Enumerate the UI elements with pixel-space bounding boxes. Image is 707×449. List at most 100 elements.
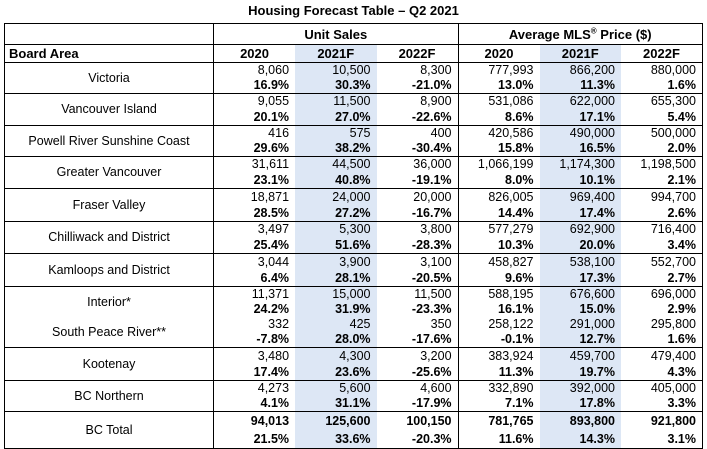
value-cell: 692,900 xyxy=(539,221,621,237)
value-cell: 866,200 xyxy=(539,62,621,78)
value-cell: 622,000 xyxy=(539,93,621,109)
value-cell: 531,086 xyxy=(458,93,540,109)
value-cell: 350 xyxy=(376,317,459,332)
percent-cell: -28.3% xyxy=(376,237,459,254)
value-cell: 332,890 xyxy=(458,380,540,396)
percent-cell: 15.0% xyxy=(539,302,621,317)
table-row: Chilliwack and District 3,497 5,300 3,800 57… xyxy=(3,221,703,254)
percent-cell: 2.6% xyxy=(620,205,703,222)
percent-cell: 6.4% xyxy=(260,270,290,285)
housing-forecast-table: Unit Sales Average MLS® Price ($) Board … xyxy=(3,23,704,449)
table-row-pct: 20.1% 27.0% -22.6% 8.6% 17.1% 5.4% xyxy=(5,109,703,126)
percent-cell: 27.0% xyxy=(295,109,377,126)
avg-price-suffix: Price ($) xyxy=(596,26,652,42)
value-cell: 1,198,500 xyxy=(620,156,703,172)
value-cell: 416 xyxy=(213,125,296,141)
col-header-sales-2020: 2020 xyxy=(213,44,296,63)
percent-cell: 33.6% xyxy=(295,430,377,449)
table-row-pct: 21.5% 33.6% -20.3% 11.6% 14.3% 3.1% xyxy=(5,430,703,449)
value-cell: 3,100 xyxy=(376,253,459,270)
value-cell: 3,900 xyxy=(295,253,377,270)
table-title: Housing Forecast Table – Q2 2021 xyxy=(248,3,459,18)
percent-cell: 17.8% xyxy=(539,396,621,412)
value-cell: 1,174,300 xyxy=(539,156,621,172)
percent-cell: 3.1% xyxy=(620,430,703,449)
percent-cell: 19.7% xyxy=(539,364,621,381)
value-cell: 332 xyxy=(268,317,290,331)
percent-cell: 40.8% xyxy=(295,172,377,189)
value-cell: 921,800 xyxy=(620,411,703,430)
percent-cell: 7.1% xyxy=(505,396,534,410)
value-cell: 479,400 xyxy=(620,347,703,364)
board-area-name: South Peace River** xyxy=(3,317,215,348)
table-row: Greater Vancouver 31,611 44,500 36,000 1,066… xyxy=(3,156,703,189)
table-row-pct: 23.1% 40.8% -19.1% 8.0% 10.1% 2.1% xyxy=(5,172,703,189)
percent-cell: 11.6% xyxy=(458,430,540,449)
value-cell: 458,827 xyxy=(458,253,540,270)
percent-cell: 28.1% xyxy=(295,270,377,287)
percent-cell: 38.2% xyxy=(295,141,377,157)
percent-cell: 16.1% xyxy=(498,302,534,316)
table-row-pct: 24.2% 31.9% -23.3% 16.1% 15.0% 2.9% xyxy=(5,302,703,317)
percent-cell: 9.6% xyxy=(505,270,534,285)
value-cell: 577,279 xyxy=(458,221,540,237)
value-cell: 4,300 xyxy=(295,347,377,364)
value-cell: 3,044 xyxy=(213,253,296,270)
value-cell: 125,600 xyxy=(295,411,377,430)
board-area-name: BC Northern xyxy=(3,380,215,412)
value-cell: 392,000 xyxy=(539,380,621,396)
board-area-name: Kootenay xyxy=(3,347,215,381)
value-cell: 258,122 xyxy=(488,317,534,331)
value-cell: 11,500 xyxy=(295,93,377,109)
percent-cell: 4.1% xyxy=(260,396,290,410)
percent-cell: -17.9% xyxy=(376,396,459,412)
percent-cell: 16.9% xyxy=(253,78,290,92)
value-cell: 8,900 xyxy=(376,93,459,109)
percent-cell: 23.1% xyxy=(253,172,290,187)
value-cell: 94,013 xyxy=(213,411,296,430)
percent-cell: 13.0% xyxy=(498,78,534,92)
value-cell: 425 xyxy=(295,317,377,332)
value-cell: 459,700 xyxy=(539,347,621,364)
table-row: Kootenay 3,480 4,300 3,200 383,924 459,700 479… xyxy=(3,347,703,381)
table-row-pct: 16.9% 30.3% -21.0% 13.0% 11.3% 1.6% xyxy=(5,78,703,94)
board-area-name: Interior* xyxy=(3,286,215,317)
percent-cell: 23.6% xyxy=(295,364,377,381)
value-cell: 538,100 xyxy=(539,253,621,270)
value-cell: 420,586 xyxy=(458,125,540,141)
percent-cell: 11.3% xyxy=(498,364,534,379)
percent-cell: 8.0% xyxy=(505,172,534,187)
col-header-price-2020: 2020 xyxy=(458,44,540,63)
table-row-pct: 6.4% 28.1% -20.5% 9.6% 17.3% 2.7% xyxy=(5,270,703,287)
value-cell: 655,300 xyxy=(620,93,703,109)
col-header-price-2022f: 2022F xyxy=(620,44,703,63)
value-cell: 994,700 xyxy=(620,188,703,205)
percent-cell: -21.0% xyxy=(376,78,459,94)
value-cell: 100,150 xyxy=(376,411,459,430)
value-cell: 5,600 xyxy=(295,380,377,396)
percent-cell: 2.1% xyxy=(620,172,703,189)
percent-cell: 24.2% xyxy=(253,302,290,316)
table-row-pct: -7.8% 28.0% -17.6% -0.1% 12.7% 1.6% xyxy=(5,332,703,348)
value-cell: 696,000 xyxy=(620,286,703,302)
percent-cell: -19.1% xyxy=(376,172,459,189)
table-row: BC Northern 4,273 5,600 4,600 332,890 392,000… xyxy=(3,380,703,412)
value-cell: 8,300 xyxy=(376,62,459,78)
percent-cell: 15.8% xyxy=(498,141,534,155)
board-area-name: Chilliwack and District xyxy=(3,221,215,254)
percent-cell: -20.5% xyxy=(376,270,459,287)
value-cell: 490,000 xyxy=(539,125,621,141)
percent-cell: 29.6% xyxy=(253,141,290,155)
value-cell: 20,000 xyxy=(376,188,459,205)
percent-cell: -23.3% xyxy=(376,302,459,317)
percent-cell: 28.0% xyxy=(295,332,377,348)
col-header-sales-2021f: 2021F xyxy=(295,44,377,63)
group-header-row: Unit Sales Average MLS® Price ($) xyxy=(3,23,704,45)
percent-cell: 21.5% xyxy=(213,430,296,449)
board-area-name: Victoria xyxy=(3,62,215,94)
value-cell: 405,000 xyxy=(620,380,703,396)
percent-cell: 3.3% xyxy=(620,396,703,412)
percent-cell: 17.3% xyxy=(539,270,621,287)
percent-cell: -25.6% xyxy=(376,364,459,381)
value-cell: 4,600 xyxy=(376,380,459,396)
